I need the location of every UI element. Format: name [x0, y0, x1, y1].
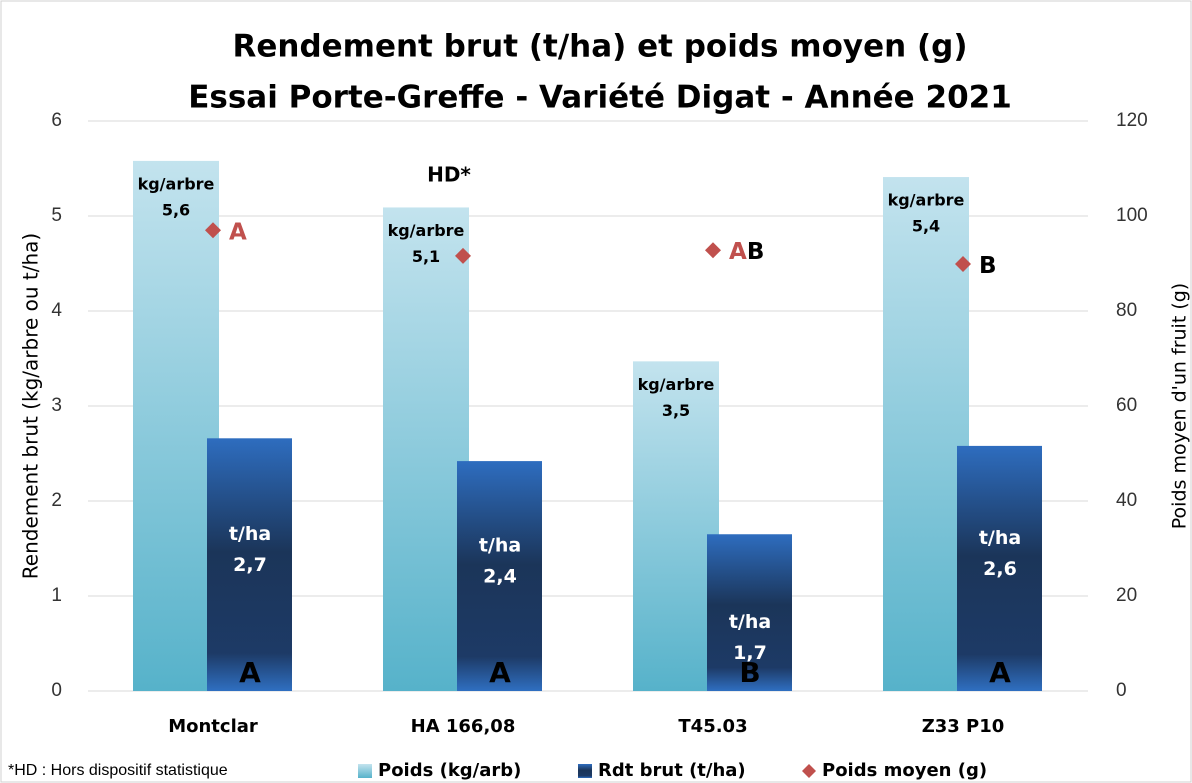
letter: B: [979, 252, 997, 278]
footnote: *HD : Hors dispositif statistique: [8, 762, 228, 779]
significance-letter: A: [989, 656, 1011, 689]
data-label: 5,4: [912, 217, 940, 236]
significance-letter: B: [979, 252, 997, 278]
data-label: 2,7: [233, 554, 267, 576]
chart-subtitle: Essai Porte-Greffe - Variété Digat - Ann…: [188, 80, 1012, 116]
y2-tick-label: 0: [1116, 680, 1127, 701]
annotation: HD*: [427, 163, 471, 187]
data-unit-label: t/ha: [229, 523, 271, 545]
y-tick-label: 4: [51, 300, 62, 321]
y-tick-label: 0: [51, 680, 62, 701]
y2-axis-label: Poids moyen d'un fruit (g): [1169, 283, 1191, 529]
data-unit-label: kg/arbre: [888, 191, 965, 210]
bar: [207, 438, 292, 691]
bar: [633, 361, 719, 691]
y2-tick-label: 60: [1116, 395, 1137, 416]
y2-tick-label: 100: [1116, 205, 1148, 226]
marker: [205, 222, 221, 239]
data-unit-label: t/ha: [979, 527, 1021, 549]
data-label: 3,5: [662, 401, 690, 420]
y-tick-label: 1: [51, 585, 62, 606]
chart-title: Rendement brut (t/ha) et poids moyen (g): [232, 29, 967, 65]
bar: [383, 207, 469, 691]
significance-letter: A: [489, 656, 511, 689]
x-tick-label: T45.03: [678, 716, 747, 737]
y2-tick-label: 80: [1116, 300, 1137, 321]
data-label: 1,7: [733, 642, 767, 664]
y-tick-label: 2: [51, 490, 62, 511]
significance-letter: A: [239, 656, 261, 689]
letter: A: [229, 219, 247, 245]
x-tick-label: HA 166,08: [411, 716, 516, 737]
marker: [705, 242, 721, 259]
legend-swatch: [358, 764, 372, 778]
bar: [883, 177, 969, 692]
data-label: 5,1: [412, 247, 440, 266]
bar: [457, 461, 542, 691]
data-unit-label: kg/arbre: [388, 221, 465, 240]
letter: A: [729, 239, 747, 265]
letter: B: [747, 239, 765, 265]
y2-tick-label: 40: [1116, 490, 1137, 511]
data-label: 5,6: [162, 200, 190, 219]
marker: [955, 255, 971, 272]
bar: [707, 534, 792, 691]
legend-swatch: [802, 764, 816, 778]
y-tick-label: 5: [51, 205, 62, 226]
legend-label: Poids (kg/arb): [378, 760, 521, 781]
data-label: 2,4: [483, 566, 517, 588]
data-unit-label: kg/arbre: [638, 375, 715, 394]
data-unit-label: t/ha: [729, 611, 771, 633]
y2-tick-label: 20: [1116, 585, 1137, 606]
bar: [133, 160, 219, 691]
significance-letter: B: [739, 656, 760, 689]
y2-tick-label: 120: [1116, 110, 1148, 131]
bar: [957, 445, 1042, 691]
data-unit-label: t/ha: [479, 535, 521, 557]
legend-label: Poids moyen (g): [822, 760, 987, 781]
marker: [455, 247, 471, 264]
significance-letter: AB: [729, 239, 764, 265]
y-tick-label: 3: [51, 395, 62, 416]
legend-label: Rdt brut (t/ha): [598, 760, 746, 781]
x-tick-label: Montclar: [168, 716, 258, 737]
significance-letter: A: [229, 219, 247, 245]
data-unit-label: kg/arbre: [138, 174, 215, 193]
legend-swatch: [578, 764, 592, 778]
x-tick-label: Z33 P10: [922, 716, 1005, 737]
data-label: 2,6: [983, 558, 1017, 580]
y-axis-label: Rendement brut (kg/arbre ou t/ha): [19, 233, 43, 579]
y-tick-label: 6: [51, 110, 62, 131]
